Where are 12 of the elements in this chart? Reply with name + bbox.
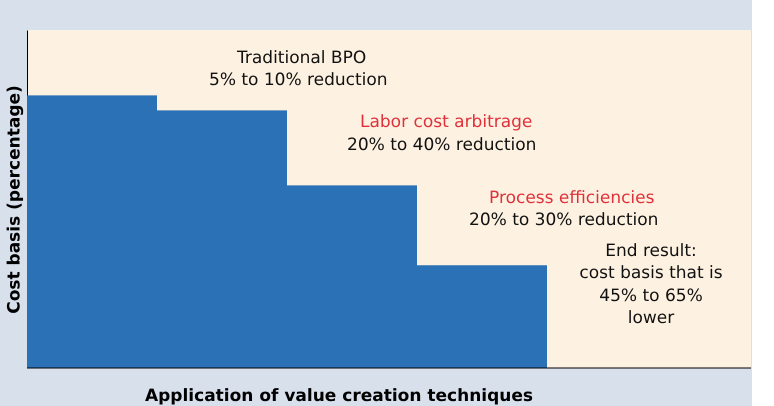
y-axis-title: Cost basis (percentage): [4, 85, 24, 314]
annotation: 20% to 30% reduction: [469, 210, 658, 230]
text: lower: [628, 308, 674, 328]
text: 5% to 10% reduction: [209, 70, 388, 90]
text: cost basis that is: [579, 263, 723, 283]
text: 45% to 65%: [599, 286, 703, 306]
annotation: 20% to 40% reduction: [347, 135, 536, 155]
x-axis-title: Application of value creation techniques: [144, 386, 534, 406]
annotation: Process efficiencies: [489, 188, 655, 208]
annotation: Labor cost arbitrage: [360, 112, 532, 132]
text: End result:: [605, 241, 697, 261]
text: Traditional BPO: [236, 48, 366, 68]
